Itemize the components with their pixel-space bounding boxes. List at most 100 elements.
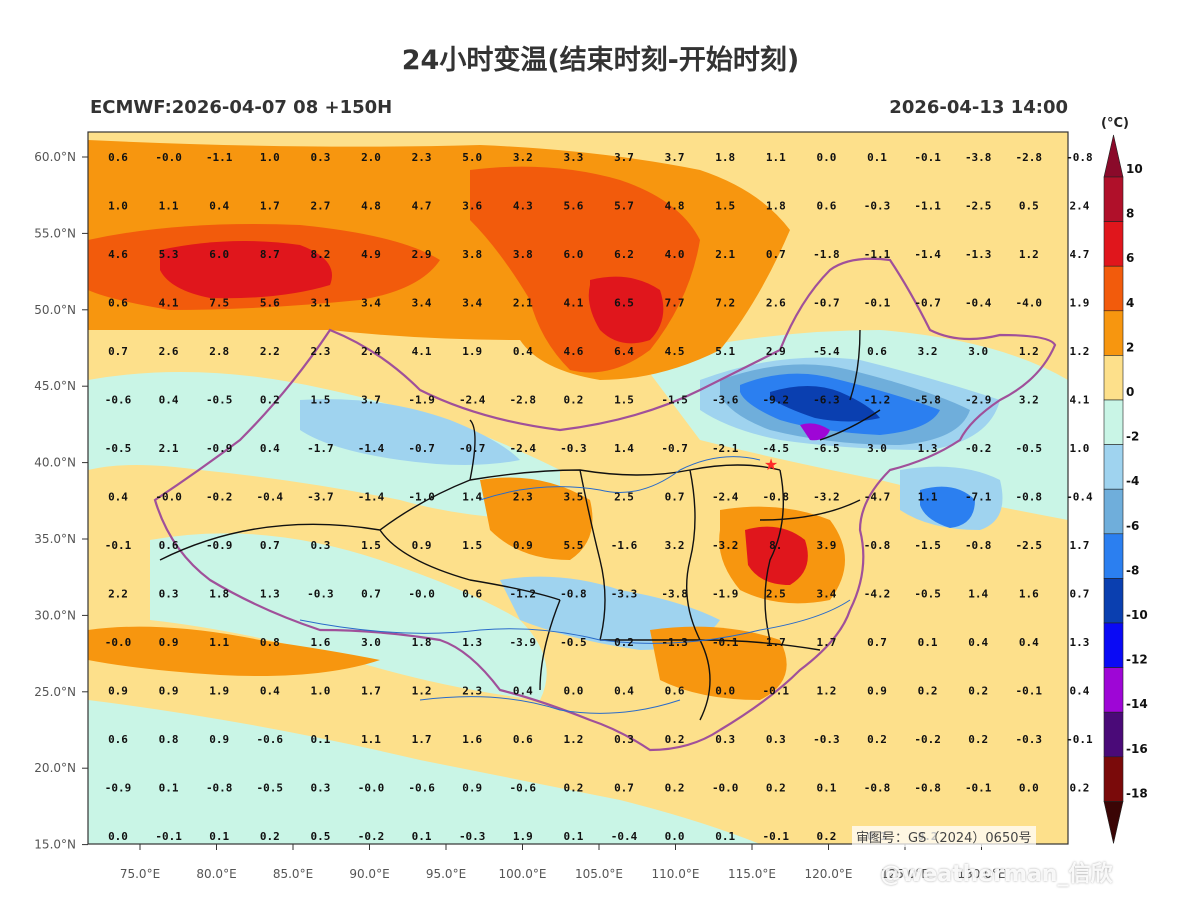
grid-value-label: 1.7: [260, 200, 280, 213]
grid-value-label: 2.4: [361, 345, 381, 358]
grid-value-label: 0.6: [513, 733, 533, 746]
field-lightblue-west: [300, 399, 520, 465]
grid-value-label: 1.4: [462, 491, 482, 504]
grid-value-label: 3.1: [310, 297, 330, 310]
grid-value-label: -0.1: [155, 830, 182, 843]
grid-value-label: 2.6: [766, 297, 786, 310]
grid-value-label: -0.3: [560, 442, 587, 455]
grid-value-label: 4.7: [412, 200, 432, 213]
grid-value-label: -0.7: [914, 297, 941, 310]
grid-value-label: -0.8: [864, 782, 891, 795]
grid-value-label: -2.5: [965, 200, 992, 213]
grid-value-label: 0.2: [614, 636, 634, 649]
grid-value-label: -0.1: [914, 151, 941, 164]
grid-value-label: -4.2: [864, 588, 891, 601]
grid-value-label: -0.7: [408, 442, 435, 455]
lon-tick-label: 85.0°E: [273, 867, 313, 881]
lat-tick-label: 35.0°N: [34, 532, 76, 546]
grid-value-label: -0.9: [206, 442, 233, 455]
grid-value-label: 4.0: [665, 248, 685, 261]
grid-value-label: 4.5: [665, 345, 685, 358]
grid-value-label: 0.4: [614, 685, 634, 698]
grid-value-label: 4.8: [361, 200, 381, 213]
grid-value-label: 0.1: [816, 782, 836, 795]
grid-value-label: 0.0: [563, 685, 583, 698]
grid-value-label: 0.9: [867, 685, 887, 698]
grid-value-label: 4.3: [513, 200, 533, 213]
grid-value-label: 0.7: [1069, 588, 1089, 601]
grid-value-label: -1.1: [864, 248, 891, 261]
field-red-east-central: [745, 526, 808, 585]
colorbar-segment: [1103, 176, 1124, 222]
grid-value-label: -0.8: [1066, 151, 1093, 164]
grid-value-label: -0.8: [864, 539, 891, 552]
grid-value-label: 0.9: [108, 685, 128, 698]
grid-value-label: 0.1: [310, 733, 330, 746]
grid-value-label: 1.5: [361, 539, 381, 552]
grid-value-label: 0.1: [918, 636, 938, 649]
colorbar-segment: [1103, 667, 1124, 713]
lat-tick-label: 30.0°N: [34, 608, 76, 622]
field-purple-ne: [800, 423, 830, 441]
colorbar-tick-label: -14: [1126, 697, 1148, 711]
grid-value-label: 0.6: [108, 151, 128, 164]
field-darkblue-ne: [770, 386, 880, 422]
lon-tick-label: 130.0°E: [958, 867, 1006, 881]
grid-value-label: -1.4: [358, 491, 385, 504]
field-red-west: [160, 241, 332, 299]
grid-value-label: -2.4: [712, 491, 739, 504]
grid-value-label: 0.4: [260, 685, 280, 698]
grid-value-label: 0.6: [867, 345, 887, 358]
grid-value-label: 0.9: [412, 539, 432, 552]
grid-value-label: 0.2: [260, 830, 280, 843]
grid-value-label: -4.7: [864, 491, 891, 504]
grid-value-label: -0.3: [864, 200, 891, 213]
lat-tick-label: 40.0°N: [34, 456, 76, 470]
grid-value-label: 0.2: [260, 394, 280, 407]
grid-value-label: -3.8: [661, 588, 688, 601]
grid-value-label: 0.4: [108, 491, 128, 504]
colorbar-bottom-arrow: [1103, 801, 1124, 844]
colorbar-segment: [1103, 221, 1124, 267]
grid-value-label: 0.6: [159, 539, 179, 552]
grid-value-label: 4.7: [1069, 248, 1089, 261]
grid-value-label: -4.0: [1016, 297, 1043, 310]
grid-value-label: 1.7: [361, 685, 381, 698]
beijing-star-icon: ★: [764, 455, 778, 474]
grid-value-label: 0.1: [563, 830, 583, 843]
grid-value-label: 0.9: [462, 782, 482, 795]
grid-value-label: -1.5: [914, 539, 941, 552]
colorbar-segment: [1103, 444, 1124, 490]
grid-value-label: 4.9: [361, 248, 381, 261]
grid-value-label: 0.6: [665, 685, 685, 698]
grid-value-label: -2.4: [459, 394, 486, 407]
colorbar-unit: (°C): [1101, 116, 1129, 131]
grid-value-label: 0.2: [1069, 782, 1089, 795]
grid-value-label: -0.3: [307, 588, 334, 601]
grid-value-label: -1.5: [661, 394, 688, 407]
grid-value-label: 1.0: [310, 685, 330, 698]
colorbar-segment: [1103, 533, 1124, 579]
grid-value-label: 0.7: [766, 248, 786, 261]
colorbar-tick-label: 10: [1126, 162, 1143, 176]
latitude-axis: 60.0°N 55.0°N 50.0°N 45.0°N 40.0°N 35.0°N 30.0…: [34, 150, 88, 852]
grid-value-label: -0.2: [358, 830, 385, 843]
grid-value-label: 0.0: [715, 685, 735, 698]
grid-value-label: 0.7: [665, 491, 685, 504]
grid-value-label: 0.3: [766, 733, 786, 746]
grid-value-label: 4.1: [159, 297, 179, 310]
grid-value-label: -0.5: [257, 782, 284, 795]
lat-tick-label: 20.0°N: [34, 761, 76, 775]
grid-value-label: -1.6: [611, 539, 638, 552]
grid-value-label: 1.8: [209, 588, 229, 601]
china-border: [153, 257, 1057, 752]
grid-value-label: -0.7: [661, 442, 688, 455]
grid-value-label: 0.5: [1019, 200, 1039, 213]
grid-value-label: -7.1: [965, 491, 992, 504]
grid-value-label: 1.8: [715, 151, 735, 164]
grid-value-label: 0.1: [209, 830, 229, 843]
grid-value-label: 2.0: [361, 151, 381, 164]
grid-value-label: -6.3: [813, 394, 840, 407]
grid-values: 0.6 -0.0 -1.1 1.0 0.3 2.0 2.3 5.0 3.2 3.3 3.7 3.7 1.…: [105, 151, 1093, 843]
